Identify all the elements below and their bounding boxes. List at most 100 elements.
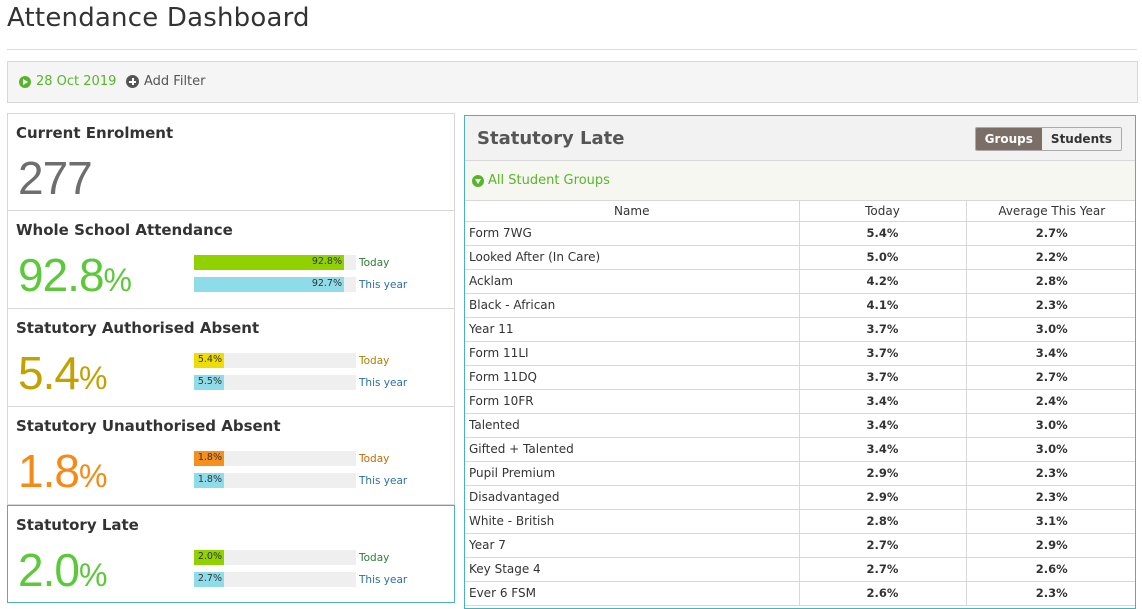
enrolment-value: 277 xyxy=(18,152,93,204)
table-row[interactable]: Form 11LI 3.7% 3.4% xyxy=(465,341,1135,366)
year-bar-value: 92.7% xyxy=(311,278,342,289)
average-cell: 2.2% xyxy=(966,245,1135,270)
student-groups-label: All Student Groups xyxy=(488,173,610,188)
group-name-cell: Ever 6 FSM xyxy=(465,581,800,606)
late-number: 2.0 xyxy=(18,544,80,596)
year-bar-fill xyxy=(194,375,224,390)
unauthorised-absent-number: 1.8 xyxy=(18,445,80,497)
table-row[interactable]: Acklam 4.2% 2.8% xyxy=(465,269,1135,294)
today-cell: 2.7% xyxy=(799,533,967,558)
today-label: Today xyxy=(359,354,390,367)
today-bar-value: 2.0% xyxy=(197,551,222,562)
group-name-cell: Gifted + Talented xyxy=(465,437,800,462)
today-bar-fill xyxy=(194,353,224,368)
average-cell: 2.3% xyxy=(966,293,1135,318)
table-header-row: Name Today Average This Year xyxy=(465,201,1135,222)
bar-track: 5.4% xyxy=(194,353,356,368)
table-row[interactable]: Black - African 4.1% 2.3% xyxy=(465,293,1135,318)
today-cell: 2.8% xyxy=(799,509,967,534)
student-groups-filter[interactable]: All Student Groups xyxy=(472,173,610,188)
table-row[interactable]: Ever 6 FSM 2.6% 2.3% xyxy=(465,581,1135,606)
date-filter[interactable]: 28 Oct 2019 xyxy=(19,74,116,89)
today-bar-value: 5.4% xyxy=(197,354,222,365)
today-cell: 3.7% xyxy=(799,365,967,390)
average-cell: 3.4% xyxy=(966,341,1135,366)
table-row[interactable]: Disadvantaged 2.9% 2.3% xyxy=(465,485,1135,510)
today-bar-fill xyxy=(194,451,224,466)
authorised-absent-today-bar: 5.4% Today xyxy=(194,353,414,368)
group-name-cell: Acklam xyxy=(465,269,800,294)
late-title: Statutory Late xyxy=(16,516,139,534)
table-row[interactable]: Form 10FR 3.4% 2.4% xyxy=(465,389,1135,414)
table-row[interactable]: Gifted + Talented 3.4% 3.0% xyxy=(465,437,1135,462)
column-header-today[interactable]: Today xyxy=(799,201,967,222)
today-cell: 4.1% xyxy=(799,293,967,318)
today-cell: 2.9% xyxy=(799,461,967,486)
average-cell: 2.8% xyxy=(966,269,1135,294)
groups-toggle-button[interactable]: Groups xyxy=(975,128,1042,150)
filter-bar: 28 Oct 2019 Add Filter xyxy=(7,61,1138,103)
today-cell: 3.4% xyxy=(799,437,967,462)
bar-track: 92.8% xyxy=(194,255,356,270)
table-row[interactable]: Talented 3.4% 3.0% xyxy=(465,413,1135,438)
unauthorised-absent-today-bar: 1.8% Today xyxy=(194,451,414,466)
authorised-absent-card[interactable]: Statutory Authorised Absent 5.4% 5.4% To… xyxy=(7,309,455,407)
today-cell: 4.2% xyxy=(799,269,967,294)
table-row[interactable]: Year 7 2.7% 2.9% xyxy=(465,533,1135,558)
table-row[interactable]: Form 7WG 5.4% 2.7% xyxy=(465,221,1135,246)
year-label: This year xyxy=(359,278,408,291)
table-row[interactable]: White - British 2.8% 3.1% xyxy=(465,509,1135,534)
table-row[interactable]: Pupil Premium 2.9% 2.3% xyxy=(465,461,1135,486)
students-toggle-button[interactable]: Students xyxy=(1041,128,1121,150)
bar-track: 1.8% xyxy=(194,451,356,466)
authorised-absent-number: 5.4 xyxy=(18,347,80,399)
late-value: 2.0% xyxy=(18,542,107,603)
authorised-absent-title: Statutory Authorised Absent xyxy=(16,319,260,337)
group-name-cell: Key Stage 4 xyxy=(465,557,800,582)
average-cell: 2.7% xyxy=(966,221,1135,246)
metrics-column: Current Enrolment 277 Whole School Atten… xyxy=(7,113,455,603)
play-circle-icon xyxy=(19,75,31,88)
unauthorised-absent-unit: % xyxy=(78,458,107,494)
table-row[interactable]: Looked After (In Care) 5.0% 2.2% xyxy=(465,245,1135,270)
table-row[interactable]: Form 11DQ 3.7% 2.7% xyxy=(465,365,1135,390)
average-cell: 3.0% xyxy=(966,413,1135,438)
attendance-today-bar: 92.8% Today xyxy=(194,255,414,270)
late-card[interactable]: Statutory Late 2.0% 2.0% Today 2.7% This… xyxy=(7,505,455,603)
title-divider xyxy=(7,49,1137,50)
column-header-name[interactable]: Name xyxy=(465,201,800,222)
group-name-cell: Pupil Premium xyxy=(465,461,800,486)
bar-track: 92.7% xyxy=(194,277,356,292)
year-bar-value: 1.8% xyxy=(197,474,222,485)
attendance-card[interactable]: Whole School Attendance 92.8% 92.8% Toda… xyxy=(7,211,455,309)
column-header-average[interactable]: Average This Year xyxy=(966,201,1135,222)
group-name-cell: Black - African xyxy=(465,293,800,318)
panel-header: Statutory Late Groups Students xyxy=(465,116,1135,161)
average-cell: 3.0% xyxy=(966,317,1135,342)
today-cell: 2.6% xyxy=(799,581,967,606)
add-filter-button[interactable]: Add Filter xyxy=(126,74,206,89)
today-bar-fill xyxy=(194,255,344,270)
group-name-cell: Looked After (In Care) xyxy=(465,245,800,270)
table-row[interactable]: Year 11 3.7% 3.0% xyxy=(465,317,1135,342)
today-cell: 5.4% xyxy=(799,221,967,246)
page-title: Attendance Dashboard xyxy=(7,3,310,33)
plus-circle-icon xyxy=(126,75,139,88)
authorised-absent-unit: % xyxy=(78,360,107,396)
average-cell: 2.3% xyxy=(966,485,1135,510)
enrolment-card[interactable]: Current Enrolment 277 xyxy=(7,113,455,211)
year-bar-value: 2.7% xyxy=(197,573,222,584)
today-cell: 2.9% xyxy=(799,485,967,510)
average-cell: 2.9% xyxy=(966,533,1135,558)
today-cell: 3.7% xyxy=(799,341,967,366)
table-row[interactable]: Key Stage 4 2.7% 2.6% xyxy=(465,557,1135,582)
panel-title: Statutory Late xyxy=(477,128,625,149)
today-bar-fill xyxy=(194,550,224,565)
groups-table: Name Today Average This Year Form 7WG 5.… xyxy=(465,201,1135,606)
today-cell: 2.7% xyxy=(799,557,967,582)
unauthorised-absent-card[interactable]: Statutory Unauthorised Absent 1.8% 1.8% … xyxy=(7,407,455,505)
unauthorised-absent-value: 1.8% xyxy=(18,443,107,504)
year-bar-fill xyxy=(194,473,224,488)
authorised-absent-value: 5.4% xyxy=(18,345,107,406)
today-cell: 3.4% xyxy=(799,389,967,414)
